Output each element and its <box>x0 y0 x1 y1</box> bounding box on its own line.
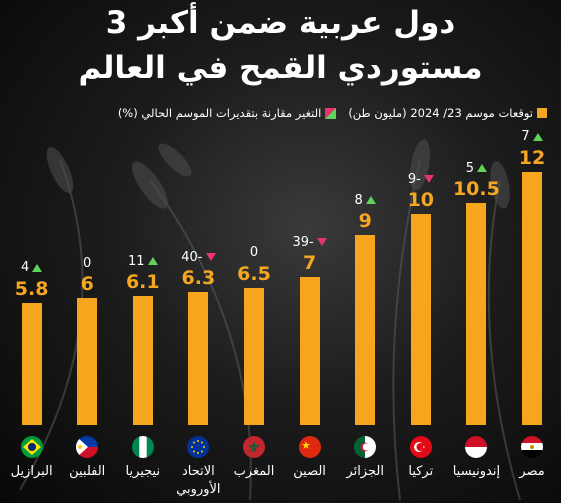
up-arrow-icon <box>32 263 43 272</box>
legend-imports-label: توقعات موسم 23/ 2024 (مليون طن) <box>348 106 533 120</box>
bar-value-label: 6.3 <box>181 267 216 290</box>
indonesia-flag <box>465 436 488 458</box>
chart-title-line2: مستوردي القمح في العالم <box>78 50 483 86</box>
bar-3 <box>355 235 376 425</box>
algeria-flag <box>354 436 377 458</box>
legend: توقعات موسم 23/ 2024 (مليون طن) التغير م… <box>118 106 547 120</box>
turkey-flag <box>409 436 432 458</box>
bar-value-label: 10 <box>407 189 435 211</box>
bar-7 <box>132 296 153 425</box>
change-label: 39- <box>280 234 340 250</box>
change-label: 4 <box>2 260 62 276</box>
change-value: 39- <box>292 234 314 250</box>
change-value: 5 <box>465 160 475 176</box>
change-label: 40- <box>168 249 228 265</box>
up-arrow-icon <box>477 164 488 173</box>
bar-9 <box>21 302 42 425</box>
legend-item-imports: توقعات موسم 23/ 2024 (مليون طن) <box>348 106 547 120</box>
change-value: 9- <box>407 171 421 187</box>
bar-4 <box>299 277 320 425</box>
bar-0 <box>522 171 542 425</box>
china-flag <box>298 436 321 458</box>
eu-flag <box>187 436 210 458</box>
country-label: البرازيل <box>10 464 53 479</box>
country-label: الجزائر <box>346 464 384 479</box>
change-value: 40- <box>181 249 203 265</box>
change-value: 4 <box>20 260 30 276</box>
bar-1 <box>466 203 487 425</box>
legend-change-icon <box>325 107 337 119</box>
up-arrow-icon <box>532 132 543 141</box>
country-label: نيجيريا <box>125 464 161 479</box>
down-arrow-icon <box>205 253 216 262</box>
egypt-flag <box>521 436 543 458</box>
change-label: 9- <box>391 171 451 187</box>
change-label: 8 <box>335 192 395 208</box>
change-label: 5 <box>446 160 506 176</box>
change-label: 7 <box>502 129 561 145</box>
change-label: 0 <box>224 245 284 261</box>
change-label: 11 <box>113 253 173 269</box>
morocco-flag <box>243 436 265 458</box>
change-label: 0 <box>57 255 117 271</box>
bar-8 <box>77 298 98 425</box>
bar-value-label: 6.5 <box>237 262 271 285</box>
country-label: الاتحاد الأوروبي <box>176 464 221 497</box>
bar-value-label: 12 <box>518 146 546 169</box>
bar-2 <box>410 214 431 425</box>
change-value: 0 <box>83 255 92 271</box>
country-label: تركيا <box>408 464 434 479</box>
change-value: 11 <box>128 253 145 269</box>
country-label: الصين <box>293 464 326 479</box>
bar-value-label: 9 <box>358 210 372 233</box>
bar-value-label: 10.5 <box>452 178 500 201</box>
legend-change-label: التغير مقارنة بتقديرات الموسم الحالي (%) <box>117 106 322 120</box>
down-arrow-icon <box>423 175 434 183</box>
brazil-flag <box>20 436 43 458</box>
bar-value-label: 6 <box>80 273 94 296</box>
up-arrow-icon <box>147 257 158 266</box>
legend-square-icon <box>537 108 547 118</box>
change-value: 7 <box>521 129 530 145</box>
legend-item-change: التغير مقارنة بتقديرات الموسم الحالي (%) <box>118 106 337 120</box>
bar-5 <box>244 287 264 425</box>
country-label: إندونيسيا <box>452 464 501 479</box>
nigeria-flag <box>131 436 154 458</box>
chart-title-line1: 3 دول عربية ضمن أكبر <box>105 5 456 41</box>
change-value: 8 <box>354 192 363 208</box>
down-arrow-icon <box>316 238 327 247</box>
bar-value-label: 5.8 <box>14 277 49 300</box>
country-label: المغرب <box>233 464 275 479</box>
philippines-flag <box>76 436 99 458</box>
change-value: 0 <box>249 245 259 261</box>
up-arrow-icon <box>365 196 376 205</box>
bar-value-label: 7 <box>302 252 317 275</box>
bar-6 <box>188 292 209 425</box>
country-label: مصر <box>519 464 545 479</box>
bar-value-label: 6.1 <box>125 271 160 294</box>
country-label: الفلبين <box>69 464 106 479</box>
